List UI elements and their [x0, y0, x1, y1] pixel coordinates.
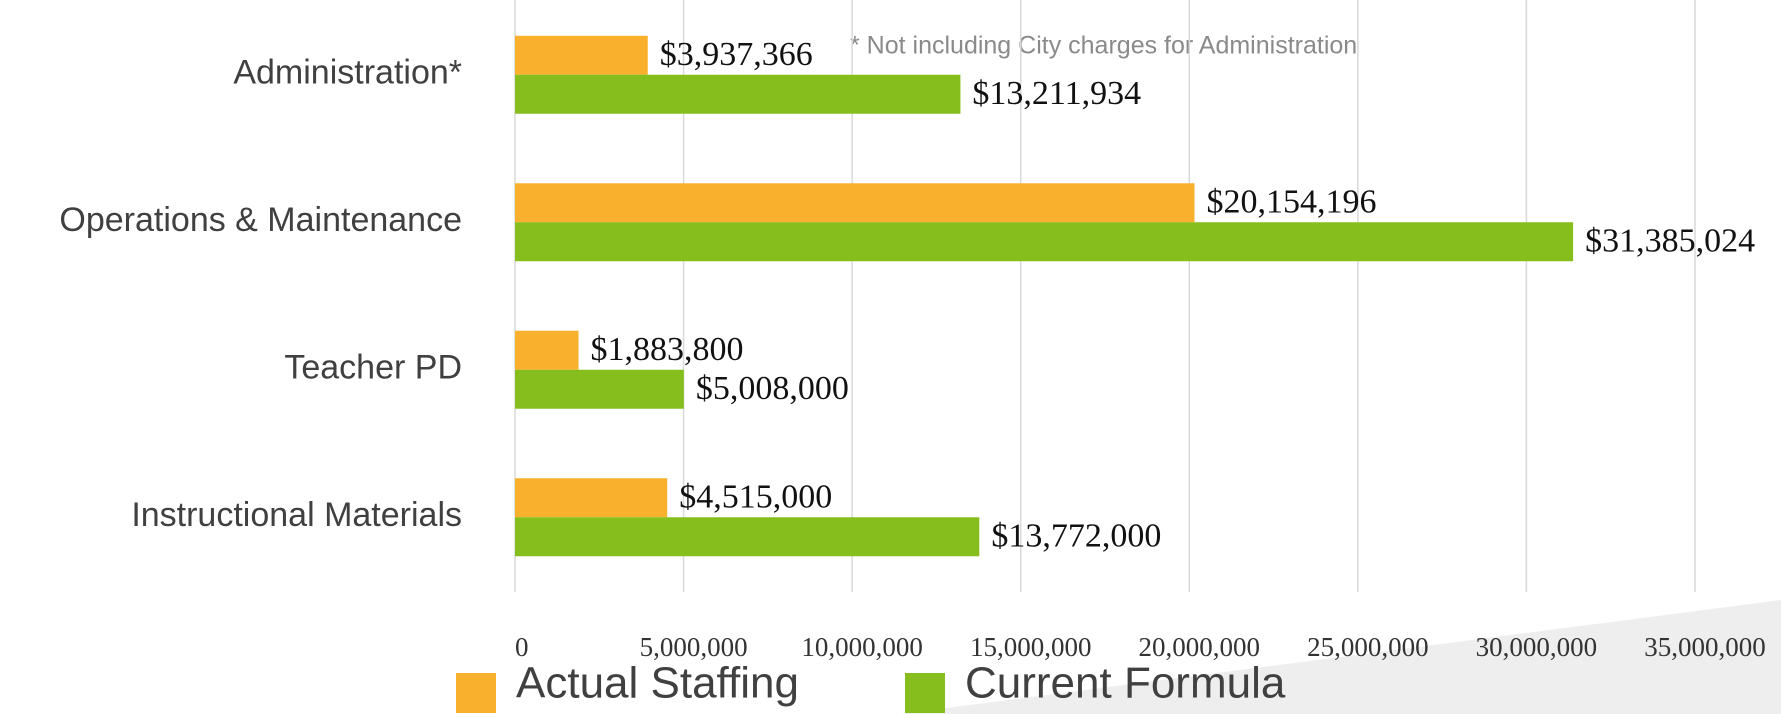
data-label: $3,937,366: [660, 36, 813, 73]
legend-label: Current Formula: [965, 659, 1286, 708]
data-label: $4,515,000: [679, 479, 832, 516]
legend-label: Actual Staffing: [516, 659, 799, 708]
x-tick-label: 25,000,000: [1307, 632, 1429, 662]
bar: [515, 222, 1574, 262]
bar: [515, 478, 668, 518]
annotation: * Not including City charges for Adminis…: [850, 32, 1357, 60]
bar: [515, 35, 648, 75]
legend-swatch: [456, 673, 496, 713]
bar: [515, 517, 980, 557]
bar: [515, 330, 579, 370]
x-tick-label: 20,000,000: [1139, 632, 1261, 662]
y-tick-label: Instructional Materials: [131, 496, 462, 534]
x-tick-label: 35,000,000: [1644, 632, 1766, 662]
data-label: $31,385,024: [1585, 223, 1755, 260]
y-tick-label: Administration*: [233, 54, 462, 92]
background-swoosh: [900, 600, 1781, 714]
bar: [515, 74, 961, 114]
bar: [515, 369, 684, 409]
bar: [515, 183, 1195, 223]
x-tick-label: 0: [515, 632, 529, 662]
data-label: $20,154,196: [1206, 184, 1376, 221]
legend-swatch: [905, 673, 945, 713]
data-label: $13,772,000: [991, 518, 1161, 555]
data-label: $5,008,000: [696, 370, 849, 407]
y-tick-label: Teacher PD: [284, 349, 462, 387]
x-tick-label: 5,000,000: [640, 632, 748, 662]
x-tick-label: 10,000,000: [801, 632, 923, 662]
data-label: $1,883,800: [591, 331, 744, 368]
x-tick-label: 30,000,000: [1476, 632, 1598, 662]
x-tick-label: 15,000,000: [970, 632, 1092, 662]
y-tick-label: Operations & Maintenance: [59, 201, 462, 239]
data-label: $13,211,934: [972, 75, 1141, 112]
